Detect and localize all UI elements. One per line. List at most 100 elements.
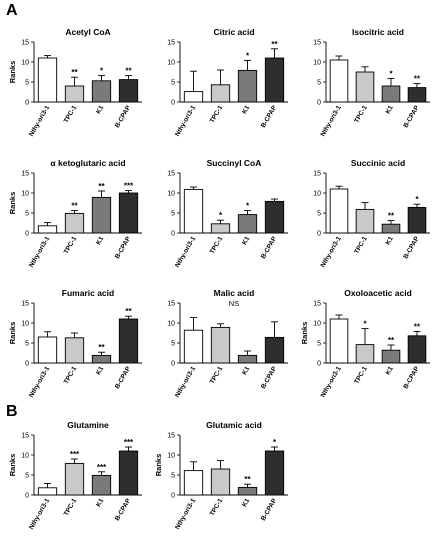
chart-6-y-tick-label-1: 5 (317, 211, 321, 218)
chart-5-y-tick-label-1: 5 (171, 211, 175, 218)
chart-9-x-tick-label-2: K1 (385, 365, 395, 376)
chart-10-x-tick-label-2: K1 (95, 497, 105, 508)
chart-3-x-tick-label-1: TPC-1 (353, 104, 369, 124)
chart-1-x-tick-label-1: TPC-1 (63, 104, 79, 124)
chart-5-x-tick-label-3: B-CPAP (260, 235, 279, 260)
chart-11-y-tick-label-0: 0 (171, 493, 175, 500)
chart-11-bar-0 (183, 470, 204, 496)
chart-5-bar-0 (183, 188, 204, 234)
chart-9-x-tick-label-1: TPC-1 (353, 365, 369, 385)
chart-10-title: Glutamine (67, 420, 109, 430)
chart-5-x-tick-label-2: K1 (241, 235, 251, 246)
chart-10-y-tick-label-2: 10 (21, 453, 29, 460)
chart-11-x-tick-label-2: K1 (241, 497, 251, 508)
chart-7-y-tick-label-2: 10 (21, 321, 29, 328)
chart-6-x-tick-label-2: K1 (385, 235, 395, 246)
chart-8-x-tick-label-1: TPC-1 (209, 365, 225, 385)
chart-6-annotation-2: ** (388, 212, 395, 221)
chart-10-bar-1 (64, 462, 85, 496)
chart-4-bar-1 (64, 212, 85, 234)
chart-11-annotation-2: ** (244, 475, 251, 484)
chart-4-y-tick-label-1: 5 (25, 211, 29, 218)
chart-10-x-tick-label-3: B-CPAP (114, 497, 133, 522)
chart-9-annotation-2: ** (388, 336, 395, 345)
chart-9-x-tick-label-0: Nthy-ori3-1 (320, 365, 343, 399)
chart-8-title: Malic acid (214, 288, 255, 298)
chart-10-y-tick-label-1: 5 (25, 473, 29, 480)
chart-7-bar-3 (118, 318, 139, 364)
chart-8-bar-2 (237, 354, 258, 364)
chart-3-y-tick-label-2: 10 (313, 60, 321, 67)
chart-9-annotation-3: ** (414, 322, 421, 331)
chart-1-y-tick-label-1: 5 (25, 80, 29, 87)
chart-5-x-tick-label-1: TPC-1 (209, 235, 225, 255)
chart-2-y-tick-label-3: 15 (167, 40, 175, 47)
chart-7-annotation-3: ** (125, 307, 132, 316)
chart-4-y-tick-label-2: 10 (21, 191, 29, 198)
chart-11-bar-3 (264, 450, 285, 496)
chart-4-title: α ketoglutaric acid (50, 158, 125, 168)
chart-3-y-tick-label-0: 0 (317, 100, 321, 107)
chart-6-bar-1 (355, 208, 375, 234)
chart-7-y-tick-label-0: 0 (25, 361, 29, 368)
chart-7-y-tick-label-3: 15 (21, 301, 29, 308)
chart-7-annotation-2: ** (98, 343, 105, 352)
chart-2-x-tick-label-0: Nthy-ori3-1 (174, 104, 197, 138)
chart-3-bar-3 (407, 87, 427, 103)
chart-6-x-tick-label-3: B-CPAP (402, 235, 421, 260)
chart-1-y-tick-label-3: 15 (21, 40, 29, 47)
chart-7-x-tick-label-0: Nthy-ori3-1 (28, 365, 51, 399)
chart-9-y-axis-label: Ranks (300, 322, 309, 345)
chart-5-annotation-2: * (246, 202, 250, 211)
chart-7-bar-2 (91, 354, 112, 364)
chart-11-y-tick-label-1: 5 (171, 473, 175, 480)
chart-5-bar-2 (237, 214, 258, 234)
chart-9-y-tick-label-1: 5 (317, 341, 321, 348)
chart-11-annotation-3: * (273, 438, 277, 447)
chart-9-y-tick-label-3: 15 (313, 301, 321, 308)
chart-7-x-tick-label-3: B-CPAP (114, 365, 133, 390)
chart-3-bar-1 (355, 71, 375, 103)
chart-10-y-axis-label: Ranks (8, 454, 17, 477)
chart-11-y-tick-label-3: 15 (167, 433, 175, 440)
chart-3-annotation-3: ** (414, 75, 421, 84)
chart-5-title: Succinyl CoA (207, 158, 262, 168)
chart-8-bar-3 (264, 336, 285, 364)
chart-5-y-tick-label-0: 0 (171, 231, 175, 238)
chart-1-x-tick-label-3: B-CPAP (114, 104, 133, 129)
chart-4-bar-2 (91, 196, 112, 234)
chart-8-y-tick-label-3: 15 (167, 301, 175, 308)
chart-9-bar-0 (329, 318, 349, 364)
chart-11-bar-1 (210, 468, 231, 496)
chart-8-x-tick-label-3: B-CPAP (260, 365, 279, 390)
chart-10-bar-2 (91, 474, 112, 496)
chart-6-title: Succinic acid (351, 158, 405, 168)
chart-6-y-tick-label-2: 10 (313, 191, 321, 198)
chart-6-bar-0 (329, 188, 349, 234)
panel-letter-b: B (6, 403, 18, 420)
chart-8-x-tick-label-0: Nthy-ori3-1 (174, 365, 197, 399)
chart-6-y-tick-label-0: 0 (317, 231, 321, 238)
chart-1-bar-0 (37, 57, 58, 103)
chart-1-bar-2 (91, 80, 112, 103)
chart-3-x-tick-label-3: B-CPAP (402, 104, 421, 129)
chart-10-bar-3 (118, 450, 139, 496)
chart-10-x-tick-label-1: TPC-1 (63, 497, 79, 517)
chart-3-title: Isocitric acid (352, 27, 404, 37)
chart-6-annotation-3: * (415, 195, 419, 204)
chart-9-x-tick-label-3: B-CPAP (402, 365, 421, 390)
chart-5-annotation-1: * (219, 211, 223, 220)
chart-2-x-tick-label-1: TPC-1 (209, 104, 225, 124)
chart-2-title: Citric acid (213, 27, 254, 37)
chart-9-title: Oxoloacetic acid (344, 288, 412, 298)
chart-1-annotation-3: ** (125, 67, 132, 76)
chart-7-x-tick-label-2: K1 (95, 365, 105, 376)
chart-6-y-tick-label-3: 15 (313, 171, 321, 178)
chart-8-bar-0 (183, 329, 204, 364)
chart-3-x-tick-label-0: Nthy-ori3-1 (320, 104, 343, 138)
chart-9-y-tick-label-2: 10 (313, 321, 321, 328)
chart-1-bar-1 (64, 85, 85, 103)
chart-2-y-tick-label-2: 10 (167, 60, 175, 67)
chart-3-bar-0 (329, 59, 349, 103)
chart-7-y-axis-label: Ranks (8, 322, 17, 345)
